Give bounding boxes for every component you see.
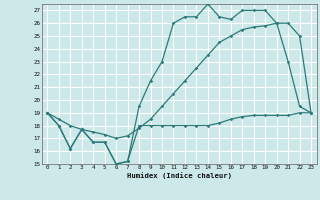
- X-axis label: Humidex (Indice chaleur): Humidex (Indice chaleur): [127, 172, 232, 179]
